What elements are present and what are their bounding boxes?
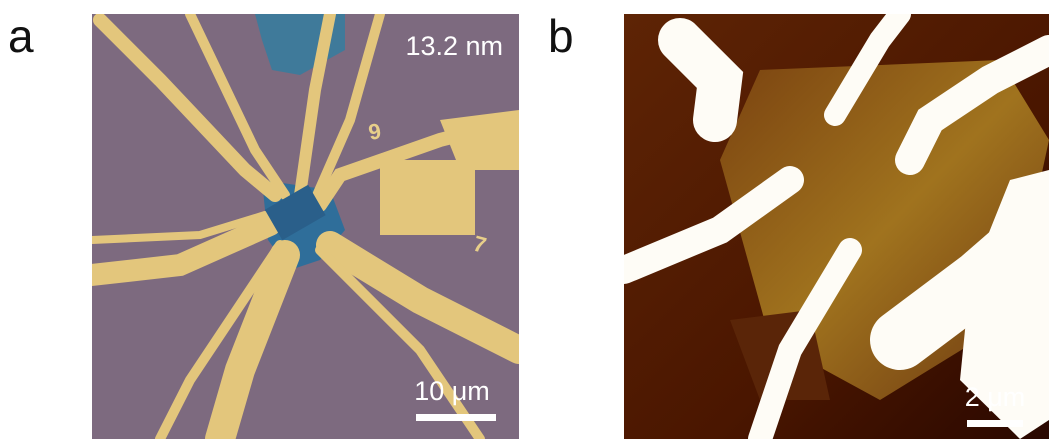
- scale-bar: [967, 420, 1023, 427]
- thickness-label: 13.2 nm: [405, 31, 503, 61]
- scale-bar-label: 10 μm: [414, 376, 490, 406]
- figure: 9 7 13.2 nm 10 μm a 2 μm b: [0, 0, 1049, 439]
- panel-label: a: [8, 10, 34, 62]
- afm-image: [624, 14, 1049, 439]
- scale-bar-label: 2 μm: [965, 382, 1026, 412]
- scale-bar: [416, 414, 496, 421]
- panel-label: b: [548, 10, 574, 62]
